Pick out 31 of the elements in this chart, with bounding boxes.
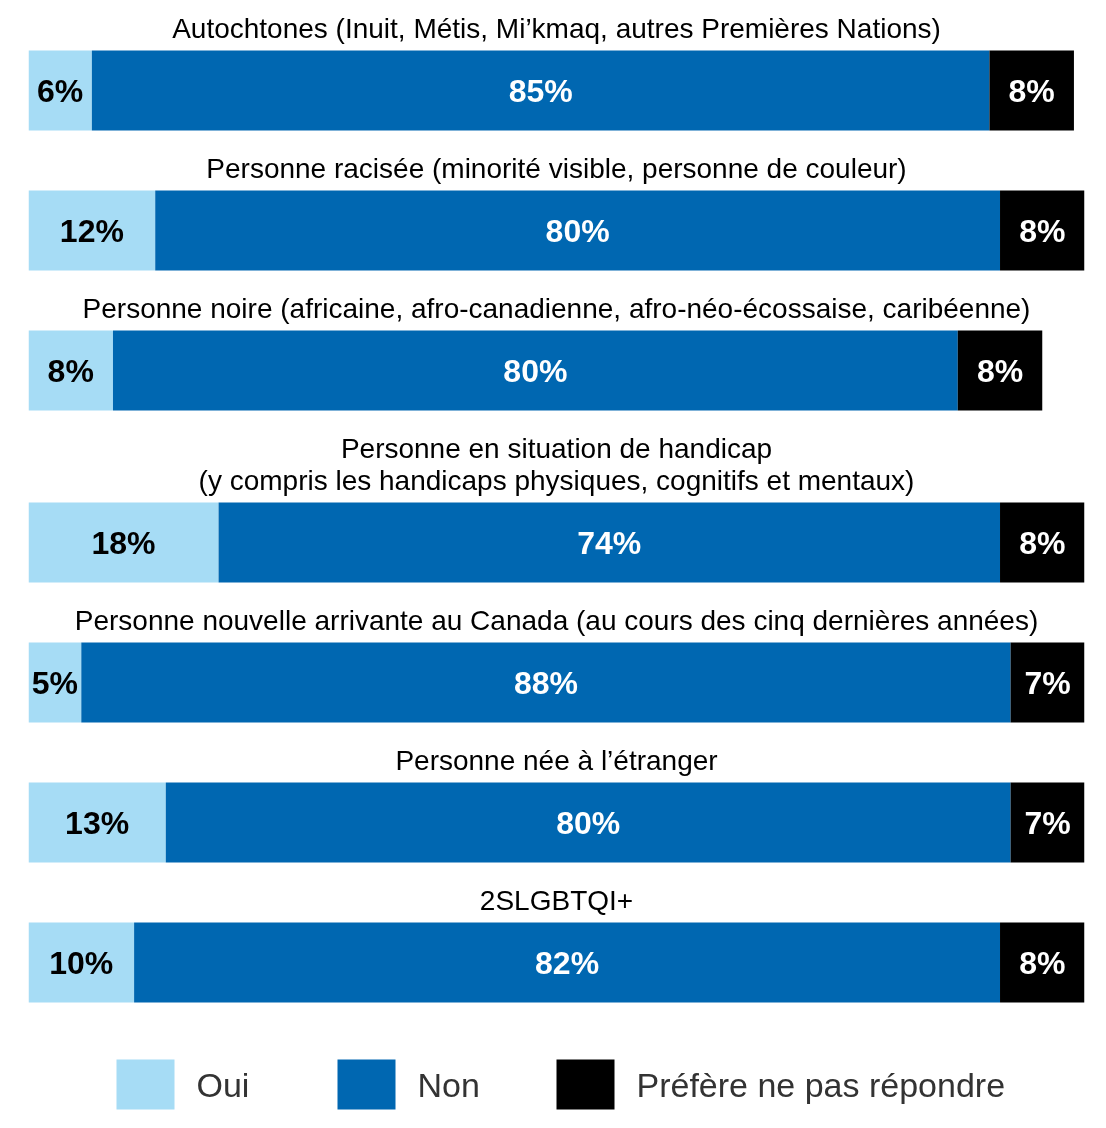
y-tick-label: 2SLGBTQI+ <box>479 885 634 916</box>
y-tick-label: Personne nouvelle arrivante au Canada (au cours des cinq dernières années) <box>74 605 1039 636</box>
legend-label: Non <box>417 1065 480 1104</box>
y-tick-label: Personne née à l’étranger <box>395 745 718 776</box>
data-label: 6% <box>37 72 84 109</box>
data-label: 7% <box>1024 664 1071 701</box>
data-label: 12% <box>59 212 124 249</box>
y-tick-label: Autochtones (Inuit, Métis, Mi’kmaq, autres Premières Nations) <box>172 13 941 44</box>
data-label: 8% <box>1008 72 1055 109</box>
data-label: 8% <box>976 352 1024 389</box>
y-tick-label: Personne en situation de handicap (y compris les handicaps physiques, cognitifs et mentaux) <box>198 433 915 496</box>
y-tick-label: Personne noire (africaine, afro-canadienne, afro-néo-écossaise, caribéenne) <box>82 293 1031 324</box>
legend-label: Oui <box>196 1065 250 1104</box>
data-label: 5% <box>31 664 79 701</box>
data-label: 80% <box>503 352 568 389</box>
y-tick-label: Personne racisée (minorité visible, personne de couleur) <box>206 153 907 184</box>
data-label: 80% <box>545 212 610 249</box>
data-label: 8% <box>1019 212 1066 249</box>
data-label: 8% <box>1019 944 1066 981</box>
data-label: 8% <box>47 352 94 389</box>
data-label: 80% <box>556 804 621 841</box>
data-label: 18% <box>91 524 156 561</box>
data-label: 8% <box>1019 524 1066 561</box>
data-label: 85% <box>508 72 573 109</box>
data-label: 7% <box>1024 804 1071 841</box>
legend-label: Préfère ne pas répondre <box>636 1065 1006 1104</box>
data-label: 82% <box>535 944 600 981</box>
data-label: 13% <box>65 804 130 841</box>
data-label: 74% <box>577 524 642 561</box>
data-label: 10% <box>49 944 114 981</box>
data-label: 88% <box>513 664 578 701</box>
